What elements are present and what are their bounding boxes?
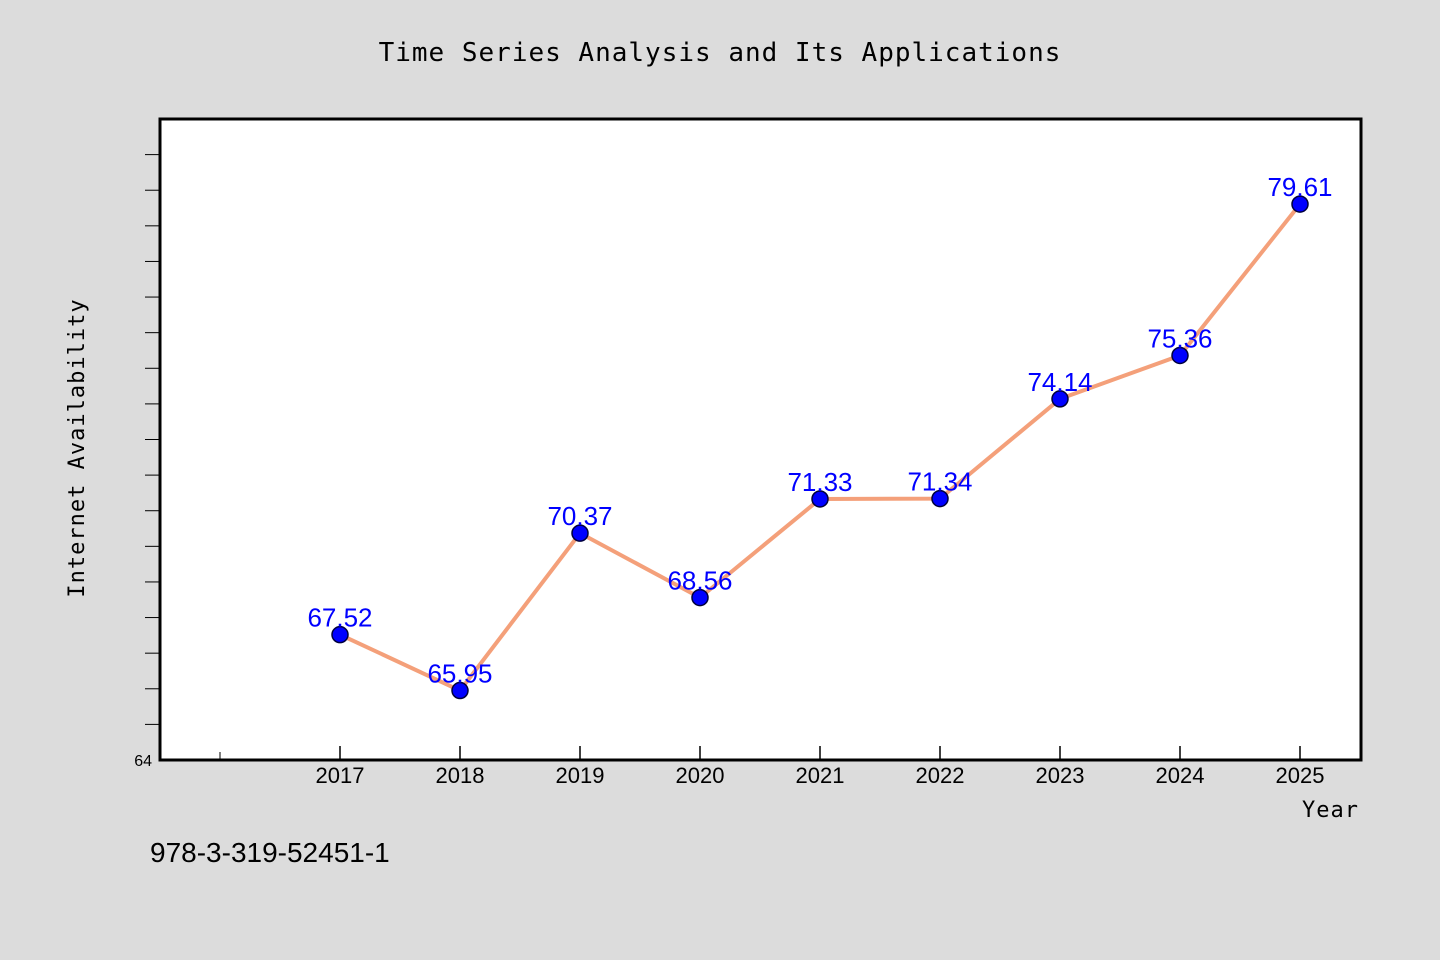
x-tick-label: 2024 [1156, 763, 1205, 788]
data-label: 65.95 [427, 659, 492, 689]
data-point [691, 588, 709, 607]
chart-title: Time Series Analysis and Its Application… [379, 38, 1062, 68]
x-tick-label: 2017 [316, 763, 365, 788]
data-label: 79.61 [1267, 172, 1332, 202]
data-label: 74.14 [1027, 367, 1092, 397]
data-markers [331, 195, 1309, 700]
x-tick-label: 2019 [556, 763, 605, 788]
y-axis-label: Internet Availability [65, 298, 90, 597]
x-axis-ticks: 2017 2018 2019 2020 2021 2022 2023 2024 2025 [219, 746, 1325, 788]
y-axis-ticks: 64 [134, 154, 160, 770]
data-label: 70.37 [547, 501, 612, 531]
data-label: 71.33 [787, 467, 852, 497]
x-tick-label: 2022 [916, 763, 965, 788]
data-point [811, 490, 829, 508]
data-labels: 67.52 65.95 70.37 68.56 71.33 71.34 74.14 75.36… [307, 172, 1332, 688]
data-label: 68.56 [667, 566, 732, 596]
data-point [931, 489, 949, 508]
data-point [571, 524, 589, 542]
data-label: 75.36 [1147, 323, 1212, 353]
isbn-footnote: 978-3-319-52451-1 [150, 837, 390, 868]
y-tick-label: 64 [134, 753, 152, 770]
data-point [1051, 390, 1069, 408]
x-tick-label: 2018 [436, 763, 485, 788]
x-tick-label: 2021 [796, 763, 845, 788]
data-point [451, 681, 469, 700]
x-tick-label: 2025 [1276, 763, 1325, 788]
data-label: 71.34 [907, 467, 972, 497]
x-tick-label: 2020 [676, 763, 725, 788]
x-axis-label: Year [1302, 798, 1359, 823]
data-point [1171, 346, 1189, 365]
data-label: 67.52 [307, 603, 372, 633]
plot-area [158, 117, 1363, 762]
data-point [331, 625, 349, 644]
data-point [1291, 195, 1309, 213]
x-tick-label: 2023 [1036, 763, 1085, 788]
